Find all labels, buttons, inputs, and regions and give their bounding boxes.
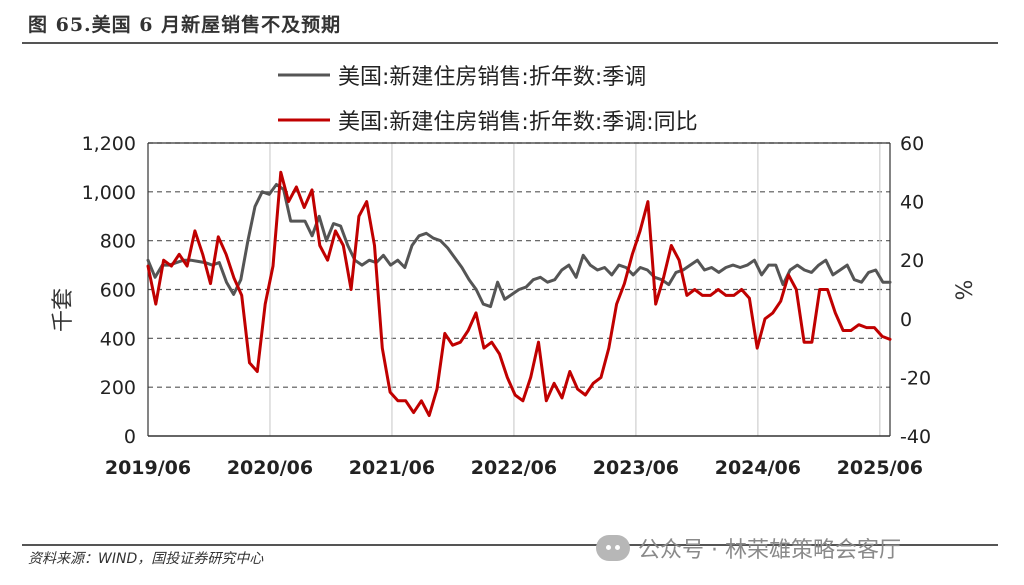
title-rule — [22, 42, 998, 44]
y-right-tick-label: 60 — [900, 133, 924, 155]
source-note: 资料来源：WIND，国投证券研究中心 — [28, 551, 264, 567]
y-right-tick-label: 40 — [900, 192, 924, 214]
figure-title: 图 65.美国 6 月新屋销售不及预期 — [28, 14, 342, 36]
legend-label-yoy: 美国:新建住房销售:折年数:季调:同比 — [338, 110, 698, 135]
watermark: 公众号 · 林荣雄策略会客厅 — [596, 532, 901, 564]
watermark-text: 公众号 · 林荣雄策略会客厅 — [638, 538, 901, 563]
x-tick-label: 2024/06 — [715, 457, 801, 479]
footer-rule — [22, 544, 998, 546]
wechat-icon — [596, 535, 630, 561]
y-axis-left-label: 千套 — [51, 288, 76, 332]
y-right-tick-label: 0 — [900, 309, 912, 331]
y-right-tick-label: -20 — [900, 367, 931, 389]
y-left-tick-label: 1,000 — [82, 182, 136, 204]
chart-series — [146, 170, 892, 417]
y-left-tick-label: 200 — [100, 377, 136, 399]
chart-legend: 美国:新建住房销售:折年数:季调 美国:新建住房销售:折年数:季调:同比 — [278, 65, 698, 135]
x-tick-label: 2020/06 — [227, 457, 313, 479]
y-left-tick-label: 0 — [124, 426, 136, 448]
series-line-new-home-sales — [146, 183, 892, 309]
x-tick-label: 2022/06 — [471, 457, 557, 479]
x-tick-label: 2019/06 — [105, 457, 191, 479]
x-tick-label: 2025/06 — [837, 457, 923, 479]
legend-label-sales: 美国:新建住房销售:折年数:季调 — [338, 65, 646, 90]
y-axis-right-label: % — [953, 280, 978, 301]
series-line-new-home-sales-yoy — [146, 170, 892, 417]
y-left-tick-label: 600 — [100, 280, 136, 302]
chart-axes: 0 200 400 600 800 1,000 1,200 -40 -20 0 20 40 60 2019… — [82, 133, 931, 479]
y-right-tick-label: -40 — [900, 426, 931, 448]
y-left-tick-label: 800 — [100, 231, 136, 253]
y-right-tick-label: 20 — [900, 250, 924, 272]
y-left-tick-label: 1,200 — [82, 133, 136, 155]
x-tick-label: 2021/06 — [349, 457, 435, 479]
x-tick-label: 2023/06 — [593, 457, 679, 479]
y-left-tick-label: 400 — [100, 328, 136, 350]
